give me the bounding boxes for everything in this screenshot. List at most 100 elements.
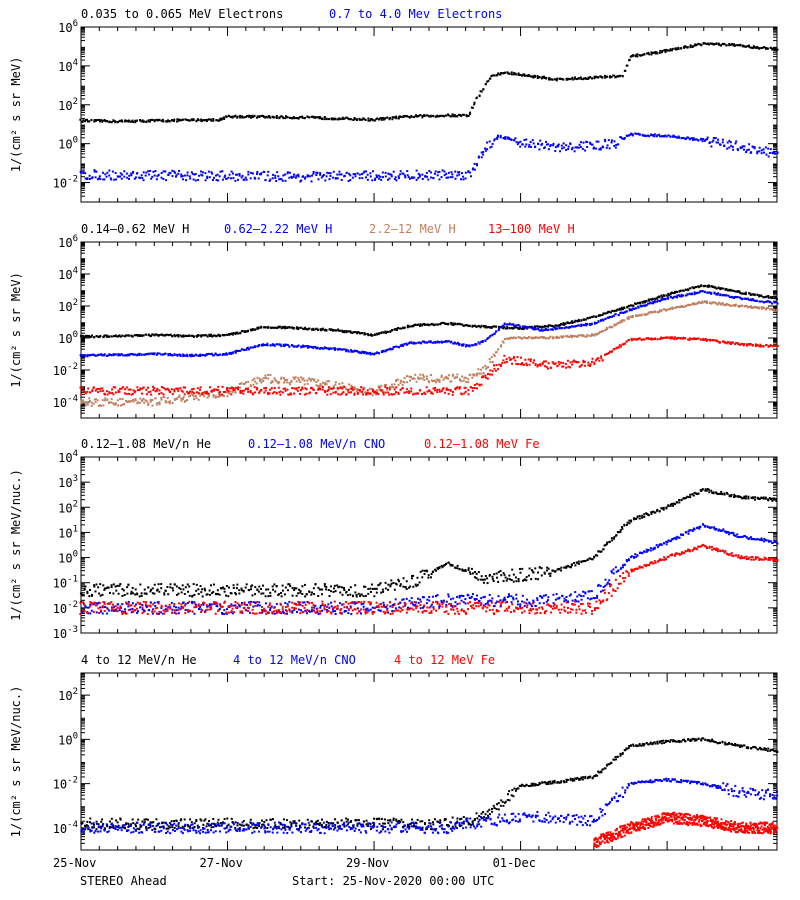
data-point [520,327,523,330]
data-point [362,386,365,389]
data-point [175,174,178,177]
data-point [89,588,92,591]
data-point [341,387,344,390]
data-point [660,309,663,312]
data-point [377,174,380,177]
data-point [95,354,98,357]
data-point [183,592,186,595]
data-point [129,352,132,355]
data-point [416,583,419,586]
data-point [166,333,169,336]
data-point [756,293,759,296]
data-point [323,585,326,588]
data-point [380,591,383,594]
data-point [268,180,271,183]
data-point [443,115,446,118]
data-point [162,170,165,173]
data-point [493,364,496,367]
data-point [585,140,588,143]
data-point [150,334,153,337]
data-point [503,573,506,576]
data-point [267,377,270,380]
data-point [675,290,678,293]
data-point [236,115,239,118]
data-point [406,343,409,346]
data-point [138,353,141,356]
data-point [661,296,664,299]
data-point [572,325,575,328]
data-point [186,171,189,174]
data-point [573,150,576,153]
data-point [238,382,241,385]
data-point [177,396,180,399]
data-point [630,304,633,307]
data-point [181,398,184,401]
data-point [294,376,297,379]
data-point [166,387,169,390]
data-point [677,294,680,297]
data-point [279,393,282,396]
data-point [744,291,747,294]
data-point [139,387,142,390]
data-point [493,139,496,142]
data-point [291,326,294,329]
data-point [395,345,398,348]
data-point [687,338,690,341]
data-point [498,326,501,329]
data-point [610,141,613,144]
data-point [680,293,683,296]
data-point [130,172,133,175]
data-point [698,291,701,294]
data-point [587,77,590,80]
data-point [702,42,705,45]
data-point [767,155,770,158]
data-point [200,335,203,338]
data-point [708,285,711,288]
data-point [82,119,85,122]
data-point [514,359,517,362]
data-point [418,389,421,392]
data-point [586,145,589,148]
data-point [629,133,632,136]
data-point [334,117,337,120]
data-point [275,116,278,119]
data-point [543,146,546,149]
data-point [766,47,769,50]
data-point [447,176,450,179]
data-point [200,591,203,594]
data-point [438,170,441,173]
data-point [317,116,320,119]
data-point [445,375,448,378]
data-point [512,327,515,330]
data-point [497,328,500,331]
data-point [110,121,113,124]
data-point [451,113,454,116]
data-point [117,353,120,356]
data-point [673,290,676,293]
data-point [759,343,762,346]
data-point [532,142,535,145]
data-point [347,117,350,120]
data-point [693,303,696,306]
data-point [431,392,434,395]
data-point [647,311,650,314]
data-point [543,329,546,332]
data-point [228,173,231,176]
data-point [182,588,185,591]
legend-entry-2: 0.62–2.22 MeV H [224,222,332,236]
data-point [95,388,98,391]
data-point [392,386,395,389]
data-point [243,330,246,333]
data-point [103,392,106,395]
data-point [562,335,565,338]
data-point [514,137,517,140]
data-point [737,44,740,47]
data-point [701,140,704,143]
data-point [771,309,774,312]
data-point [212,176,215,179]
data-point [451,564,454,567]
data-point [571,363,574,366]
data-point [141,334,144,337]
data-point [338,347,341,350]
data-point [197,398,200,401]
